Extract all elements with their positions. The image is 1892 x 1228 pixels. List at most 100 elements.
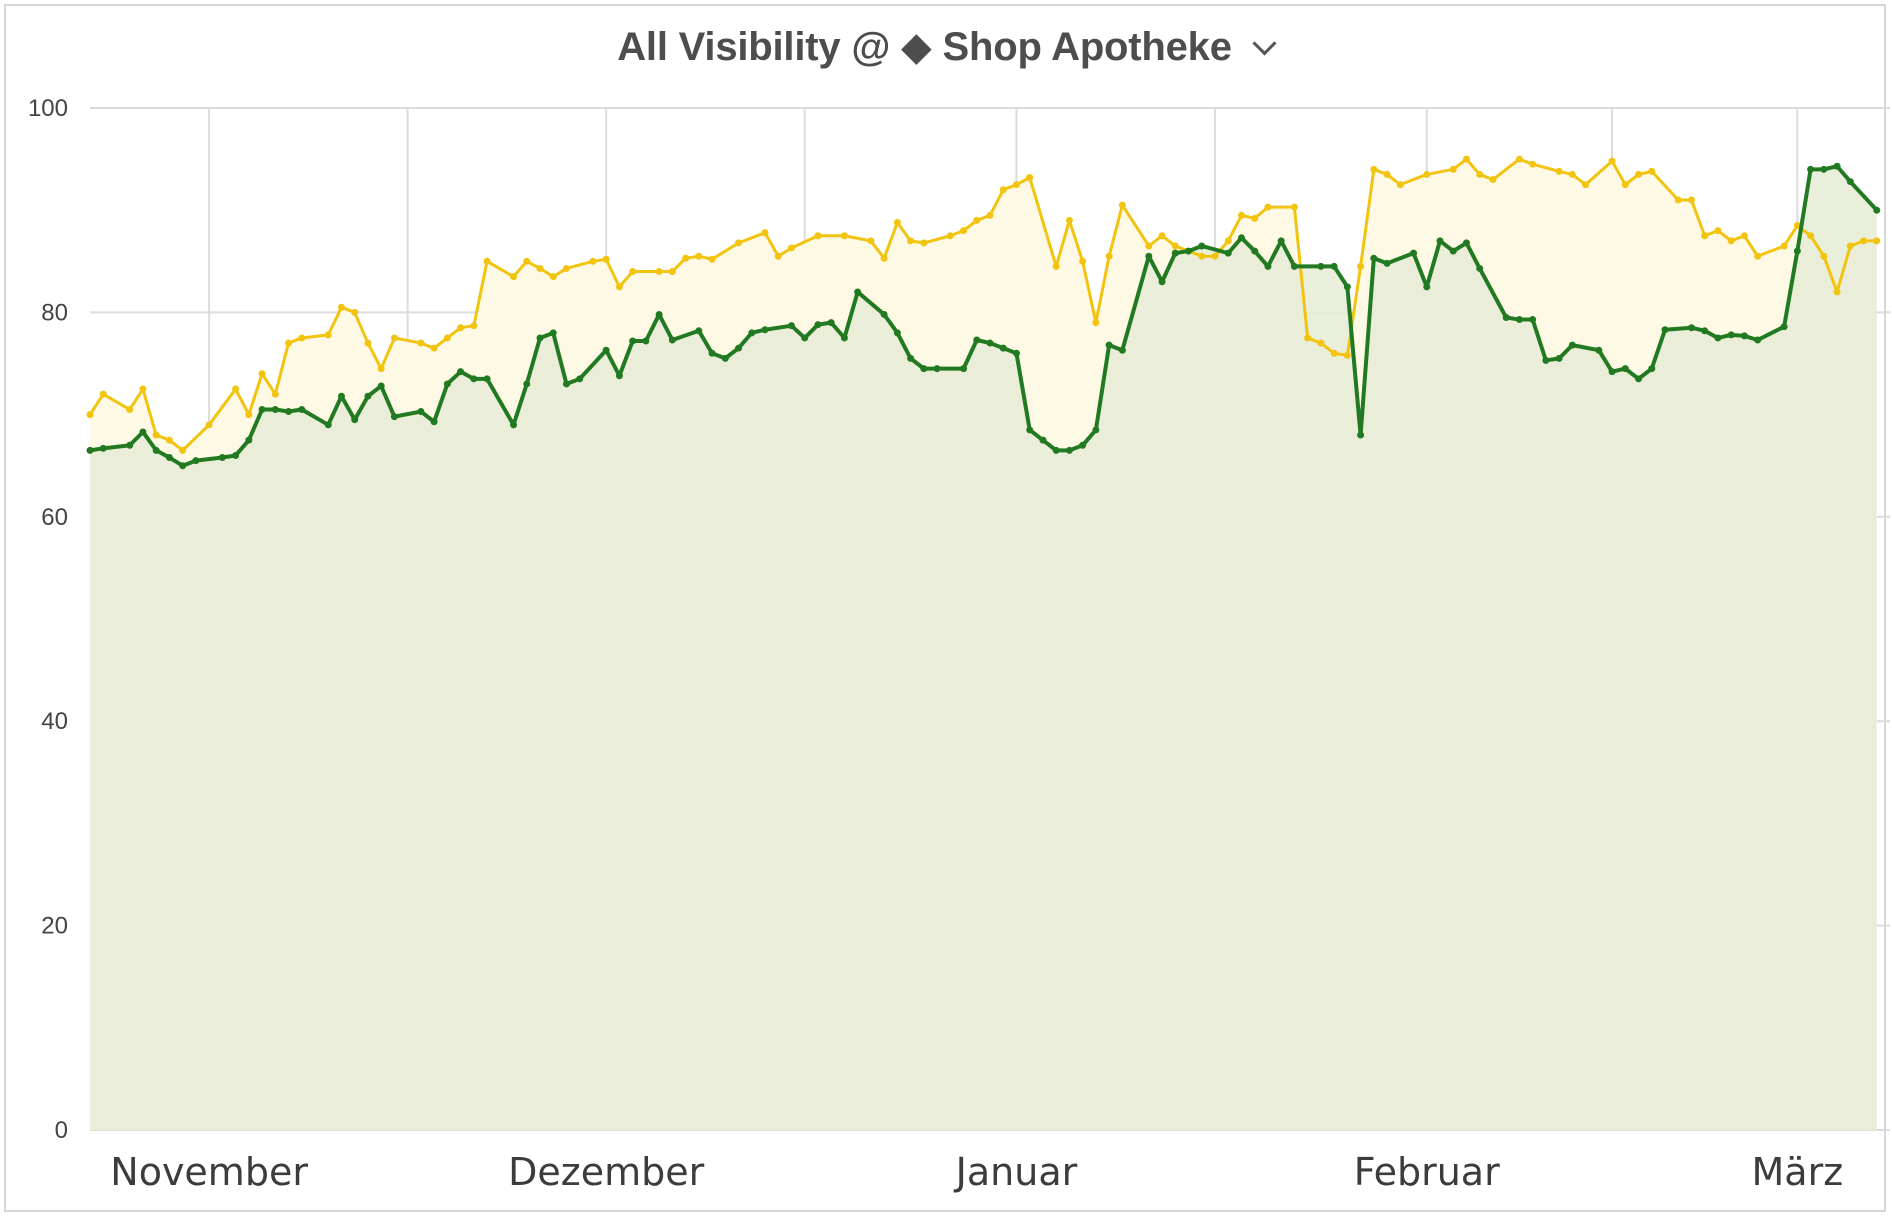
series-green-point (1648, 365, 1656, 373)
series-green-point (920, 365, 928, 373)
series-green-point (337, 392, 345, 400)
series-yellow-point (1635, 170, 1643, 178)
series-yellow-point (86, 411, 94, 419)
series-green-point (86, 446, 94, 454)
series-green-point (99, 444, 107, 452)
series-yellow-point (1198, 252, 1206, 260)
series-green-point (721, 354, 729, 362)
series-yellow-point (1714, 227, 1722, 235)
series-yellow-point (1079, 257, 1087, 265)
series-green-point (470, 375, 478, 383)
series-green-point (1012, 349, 1020, 357)
series-green-point (999, 344, 1007, 352)
series-green-point (364, 392, 372, 400)
y-tick-label: 100 (28, 95, 68, 122)
series-yellow-point (139, 385, 147, 393)
series-green-point (1224, 249, 1232, 257)
series-yellow-point (364, 339, 372, 347)
series-green-point (1873, 206, 1881, 214)
series-yellow-point (285, 339, 293, 347)
series-green-point (761, 326, 769, 334)
series-green-point (1740, 332, 1748, 340)
series-green-point (1833, 162, 1841, 170)
series-yellow-point (893, 218, 901, 226)
series-yellow-point (1211, 252, 1219, 260)
series-yellow-point (1383, 170, 1391, 178)
series-green-point (748, 329, 756, 337)
series-green-point (1661, 326, 1669, 334)
x-tick-label: November (110, 1150, 308, 1194)
series-green-point (1079, 441, 1087, 449)
series-green-point (1290, 262, 1298, 270)
series-green-point (1754, 336, 1762, 344)
series-green-point (1423, 283, 1431, 291)
series-green-point (549, 329, 557, 337)
series-yellow-point (1052, 262, 1060, 270)
series-yellow-point (1608, 157, 1616, 165)
series-yellow-point (205, 421, 213, 429)
series-green-point (576, 375, 584, 383)
series-yellow-point (430, 344, 438, 352)
series-green-point (1237, 234, 1245, 242)
series-green-point (1502, 314, 1510, 322)
series-green-point (1595, 346, 1603, 354)
series-green-point (827, 319, 835, 327)
series-yellow-point (1449, 165, 1457, 173)
series-yellow-point (258, 370, 266, 378)
series-yellow-point (1727, 237, 1735, 245)
series-yellow-point (1251, 214, 1259, 222)
series-green-point (973, 336, 981, 344)
series-green-point (986, 339, 994, 347)
series-yellow-point (1515, 155, 1523, 163)
series-green-point (1264, 262, 1272, 270)
series-green-point (695, 327, 703, 335)
series-yellow-point (271, 390, 279, 398)
series-green-point (1410, 249, 1418, 257)
series-green-point (1542, 356, 1550, 364)
series-yellow-point (562, 264, 570, 272)
series-yellow-point (1489, 176, 1497, 184)
series-green-point (1714, 334, 1722, 342)
series-green-point (510, 421, 518, 429)
series-green-point (351, 416, 359, 424)
series-green-point (1608, 368, 1616, 376)
series-yellow-point (1846, 242, 1854, 250)
series-green-point (324, 421, 332, 429)
series-yellow-point (708, 255, 716, 263)
series-green-point (1118, 346, 1126, 354)
chart-title-dropdown[interactable]: All Visibility @ ◆ Shop Apotheke (6, 24, 1884, 70)
series-yellow-point (351, 308, 359, 316)
series-yellow-point (523, 257, 531, 265)
y-tick-label: 60 (41, 504, 68, 531)
series-green-point (165, 454, 173, 462)
series-yellow-line (88, 157, 1877, 452)
series-green-area (90, 166, 1877, 1130)
series-yellow-point (1754, 252, 1762, 260)
series-green-point (1635, 375, 1643, 383)
series-yellow-point (1621, 181, 1629, 189)
series-yellow-point (1304, 334, 1312, 342)
series-green-point (390, 413, 398, 421)
series-yellow-point (1171, 242, 1179, 250)
series-green-point (1529, 316, 1537, 324)
series-green-point (417, 408, 425, 416)
series-yellow-point (1568, 170, 1576, 178)
series-yellow-point (1701, 232, 1709, 240)
series-green-point (1476, 264, 1484, 272)
series-green-point (960, 365, 968, 373)
series-green-point (457, 368, 465, 376)
series-green-point (1793, 247, 1801, 255)
series-yellow-point (443, 334, 451, 342)
series-green-point (602, 346, 610, 354)
series-yellow-point (337, 303, 345, 311)
series-yellow-point (99, 390, 107, 398)
y-tick-label: 80 (41, 299, 68, 326)
series-yellow-point (1462, 155, 1470, 163)
series-yellow-point (1264, 203, 1272, 211)
series-yellow-point (1317, 339, 1325, 347)
series-green-point (443, 380, 451, 388)
series-yellow-point (1582, 181, 1590, 189)
series-green-point (880, 310, 888, 318)
series-yellow-point (589, 257, 597, 265)
